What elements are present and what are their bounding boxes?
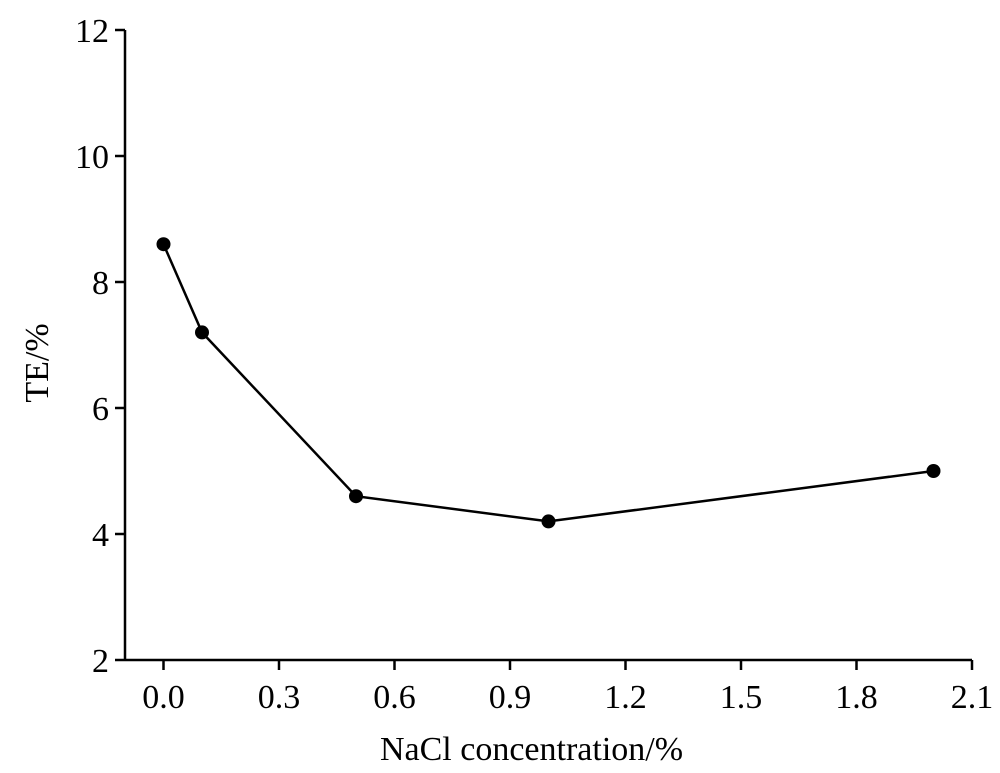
y-axis-title: TE/%: [19, 323, 56, 402]
y-tick-label: 2: [92, 643, 109, 680]
y-tick-label: 12: [75, 13, 109, 50]
x-axis-title: NaCl concentration/%: [380, 731, 683, 768]
x-tick-label: 0.9: [489, 679, 532, 716]
series-group: [156, 237, 941, 529]
x-tick-label: 2.1: [951, 679, 994, 716]
data-point: [195, 325, 209, 340]
x-tick-label: 0.0: [142, 679, 185, 716]
y-tick-label: 10: [75, 139, 109, 176]
x-tick-label: 0.3: [258, 679, 301, 716]
data-point: [156, 237, 171, 252]
data-point: [926, 464, 941, 478]
data-point: [541, 514, 556, 529]
y-axis-ticks: 2 4 6 8 10 12: [75, 13, 125, 680]
y-tick-label: 4: [92, 517, 109, 554]
axes: [123, 30, 972, 662]
series-line: [162, 243, 934, 523]
data-point: [349, 489, 363, 504]
x-tick-label: 1.8: [835, 679, 878, 716]
x-tick-label: 1.2: [604, 679, 647, 716]
y-tick-label: 6: [92, 391, 109, 428]
y-tick-label: 8: [92, 265, 109, 302]
x-tick-label: 0.6: [373, 679, 416, 716]
x-axis-ticks: 0.0 0.3 0.6 0.9 1.2 1.5 1.8 2.1: [142, 660, 993, 716]
x-tick-label: 1.5: [720, 679, 763, 716]
